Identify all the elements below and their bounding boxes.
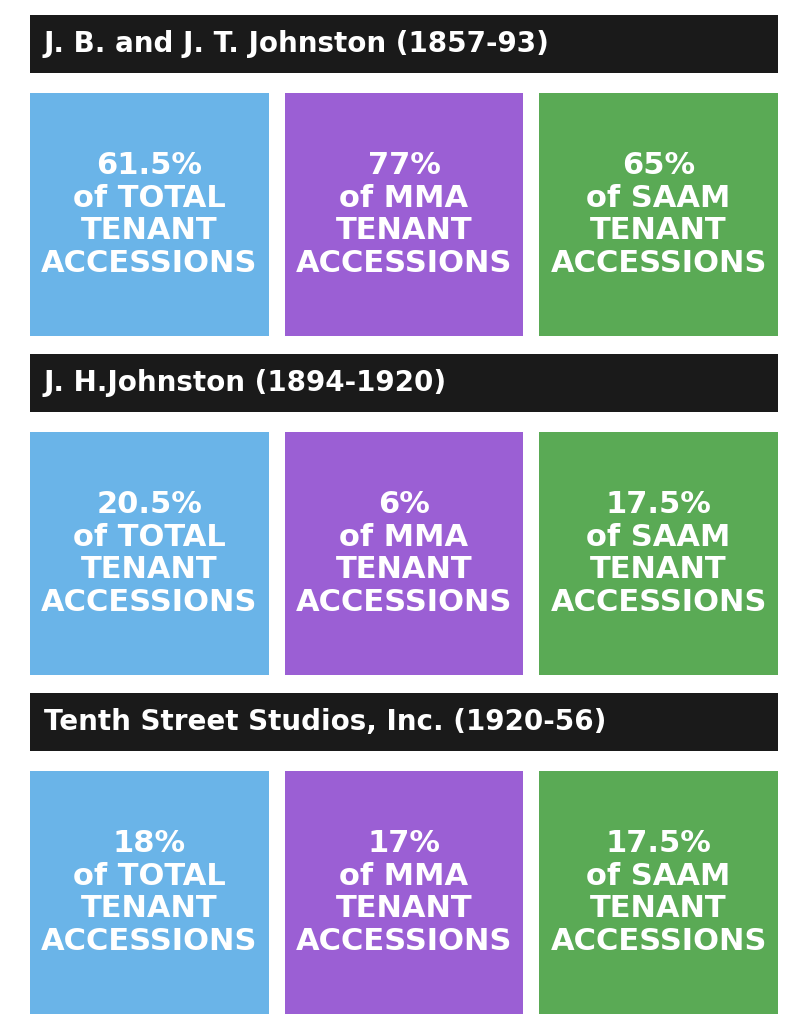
Bar	[30, 15, 778, 73]
Bar	[539, 771, 778, 1014]
Bar	[284, 432, 524, 675]
Text: 18%
of TOTAL
TENANT
ACCESSIONS: 18% of TOTAL TENANT ACCESSIONS	[41, 829, 258, 955]
Text: J. H.Johnston (1894-1920): J. H.Johnston (1894-1920)	[44, 369, 447, 397]
Bar	[30, 354, 778, 412]
Text: 77%
of MMA
TENANT
ACCESSIONS: 77% of MMA TENANT ACCESSIONS	[296, 152, 512, 278]
Text: J. B. and J. T. Johnston (1857-93): J. B. and J. T. Johnston (1857-93)	[44, 30, 550, 58]
Bar	[539, 93, 778, 336]
Text: 17.5%
of SAAM
TENANT
ACCESSIONS: 17.5% of SAAM TENANT ACCESSIONS	[550, 829, 767, 955]
Text: 61.5%
of TOTAL
TENANT
ACCESSIONS: 61.5% of TOTAL TENANT ACCESSIONS	[41, 152, 258, 278]
Text: 6%
of MMA
TENANT
ACCESSIONS: 6% of MMA TENANT ACCESSIONS	[296, 490, 512, 616]
Bar	[30, 432, 269, 675]
Text: 17.5%
of SAAM
TENANT
ACCESSIONS: 17.5% of SAAM TENANT ACCESSIONS	[550, 490, 767, 616]
Bar	[284, 93, 524, 336]
Text: 17%
of MMA
TENANT
ACCESSIONS: 17% of MMA TENANT ACCESSIONS	[296, 829, 512, 955]
Bar	[30, 693, 778, 751]
Text: 20.5%
of TOTAL
TENANT
ACCESSIONS: 20.5% of TOTAL TENANT ACCESSIONS	[41, 490, 258, 616]
Text: 65%
of SAAM
TENANT
ACCESSIONS: 65% of SAAM TENANT ACCESSIONS	[550, 152, 767, 278]
Bar	[30, 771, 269, 1014]
Bar	[30, 93, 269, 336]
Bar	[539, 432, 778, 675]
Text: Tenth Street Studios, Inc. (1920-56): Tenth Street Studios, Inc. (1920-56)	[44, 708, 606, 736]
Bar	[284, 771, 524, 1014]
